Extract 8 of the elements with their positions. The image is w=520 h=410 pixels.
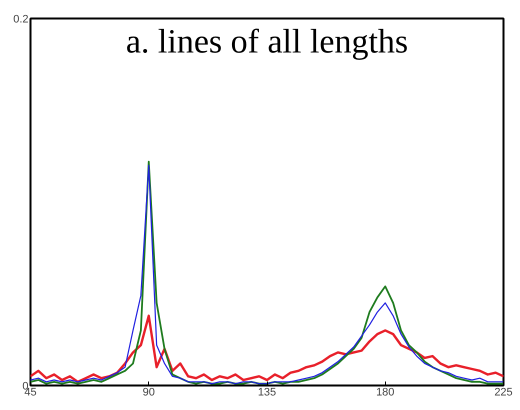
line-series	[30, 314, 504, 384]
x-tick-label: 135	[258, 386, 276, 398]
x-tick-label: 225	[494, 386, 513, 398]
x-tick-label: 45	[24, 386, 37, 398]
x-tick-label: 180	[376, 386, 394, 398]
chart-title: a. lines of all lengths	[126, 24, 408, 60]
y-tick-label: 0.2	[13, 14, 29, 26]
x-tick-label: 90	[142, 386, 155, 398]
